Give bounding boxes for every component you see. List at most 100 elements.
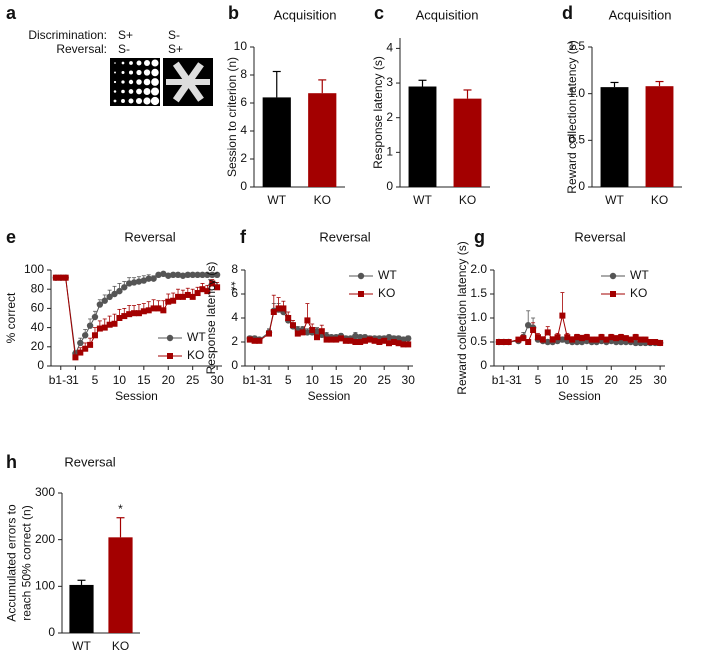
y-axis-label: Response latency (s) [371,56,385,169]
marker [166,334,174,342]
x-tick-label: 15 [580,373,594,387]
chart-panel: g Reversal Reward collection latency (s) 0 0… [455,227,667,403]
marker [87,341,94,348]
x-tick-label: KO [651,193,668,207]
x-tick-label: WT [605,193,624,207]
bar [645,86,674,187]
x-tick-label: WT [413,193,432,207]
x-tick-label: KO [112,639,129,653]
x-tick-label: 25 [378,373,392,387]
dot [151,87,159,96]
x-tick-label: 5 [285,373,292,387]
marker [544,329,551,336]
y-tick-label: 4 [240,123,247,137]
marker [342,337,349,344]
dot [143,69,151,76]
x-axis-label: Session [558,389,601,403]
marker [204,271,211,278]
marker [318,328,325,335]
marker [622,335,629,342]
marker [534,334,541,341]
marker [530,327,537,333]
marker [140,277,148,284]
marker [121,284,128,291]
marker [199,271,206,278]
marker [299,329,306,336]
stimulus-label: S- [168,28,180,42]
chart-title: Acquisition [416,7,479,22]
dot [121,80,125,84]
marker [91,332,98,339]
marker [583,334,590,341]
row-label: Discrimination: [28,28,107,42]
x-tick-label: b1-3 [49,373,73,387]
marker [313,328,321,335]
annotation: ** [224,281,238,291]
y-tick-label: 200 [35,532,55,546]
marker [189,293,196,300]
y-tick-label: 100 [24,262,44,276]
marker [338,335,344,342]
y-axis-label: Response latency (s) [204,262,218,375]
legend-label: WT [378,268,397,282]
marker [347,337,354,344]
marker [352,332,359,340]
marker [160,307,167,314]
marker [309,327,316,333]
marker [333,336,340,343]
dot [151,68,159,77]
x-tick-label: 25 [629,373,643,387]
marker [213,271,221,278]
dot [143,88,151,95]
marker [657,339,664,346]
marker [357,334,364,341]
marker [125,280,133,287]
y-tick-label: 4 [231,310,238,324]
stimulus-label: S- [118,42,130,56]
y-axis-label: % correct [4,292,18,343]
chart-panel: h Reversal Accumulated errors to reach 50% … [5,452,140,653]
bar [408,86,437,187]
marker [608,334,615,341]
marker [145,307,152,314]
marker [642,336,649,343]
marker [525,322,532,329]
marker [304,317,311,324]
marker [130,279,138,286]
cross-bar [166,79,210,85]
panel-label: a [6,3,17,23]
dot [121,61,125,65]
bar [453,98,482,187]
marker [126,311,133,318]
chart-panel: b Acquisition Session to criterion (n)0 2 4 6… [225,3,345,207]
x-tick-label: 1 [72,373,79,387]
marker [204,288,211,295]
marker [647,339,654,345]
x-tick-label: 10 [113,373,127,387]
y-tick-label: 0 [480,358,487,372]
x-tick-label: 10 [306,373,320,387]
dot [129,61,133,65]
marker [179,293,186,300]
dot [136,60,142,66]
dot [121,99,125,103]
marker [209,271,216,278]
marker [170,297,177,304]
dot [136,79,142,85]
bar [69,584,94,633]
panel-label: g [474,227,485,247]
marker [400,341,407,348]
x-axis-label: Session [115,389,158,403]
marker [544,338,551,346]
marker [362,337,368,344]
dot [144,60,150,66]
marker [603,336,610,343]
y-tick-label: 8 [231,262,238,276]
legend-label: WT [187,330,206,344]
marker [82,332,89,339]
marker [135,310,142,317]
marker [371,337,378,344]
marker [294,330,301,337]
